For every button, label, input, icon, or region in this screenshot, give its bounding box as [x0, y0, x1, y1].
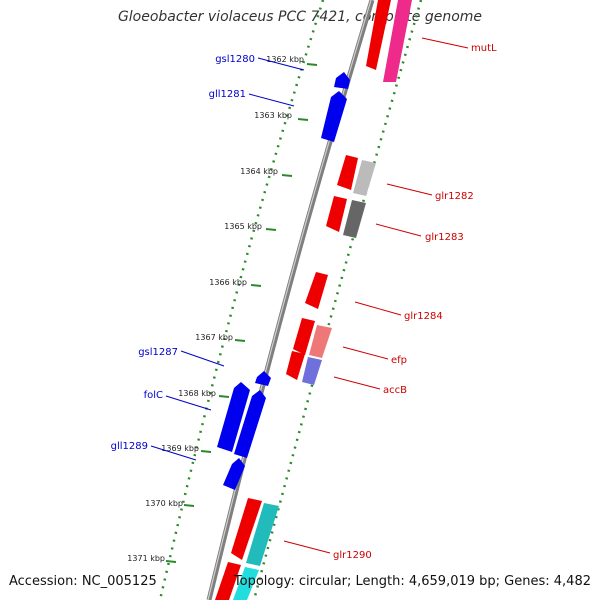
gene-label-glr1282[interactable]: glr1282	[435, 191, 474, 202]
tick-label: 1366 kbp	[209, 278, 247, 287]
tick-mark	[218, 395, 230, 398]
tick-mark	[265, 228, 277, 231]
gene-label-glr1284[interactable]: glr1284	[404, 311, 443, 322]
gene-arrow-glr1290-cds[interactable]	[231, 498, 262, 560]
tick-mark	[306, 63, 318, 66]
map-title: Gloeobacter violaceus PCC 7421, complete…	[117, 9, 483, 25]
tick-label: 1364 kbp	[240, 167, 278, 176]
gene-arrow-folC-2[interactable]	[234, 390, 266, 458]
reverse-gene-labels: mutL glr1282 glr1283 glr1284 efp accB gl…	[283, 37, 497, 561]
tick-label: 1363 kbp	[254, 111, 292, 120]
tick-mark	[183, 504, 195, 507]
tick-mark	[250, 284, 262, 287]
gene-arrow-folC[interactable]	[217, 382, 250, 452]
gene-arrow-next-gene[interactable]	[233, 567, 259, 600]
gene-label-folC[interactable]: folC	[144, 390, 163, 401]
leader-line	[165, 395, 212, 411]
leader-line	[386, 183, 433, 196]
gene-label-efp[interactable]: efp	[391, 355, 407, 366]
reverse-strand-features	[215, 0, 412, 600]
tick-label: 1370 kbp	[145, 499, 183, 508]
gene-label-mutL[interactable]: mutL	[471, 43, 497, 54]
gene-arrow-gsl1287[interactable]	[255, 371, 271, 386]
gene-arrow-gll1281[interactable]	[321, 91, 347, 142]
tick-label: 1371 kbp	[127, 554, 165, 563]
gene-arrow-glr1282-gene[interactable]	[353, 160, 376, 196]
tick-mark	[234, 339, 246, 342]
genome-summary-text: Topology: circular; Length: 4,659,019 bp…	[233, 574, 591, 589]
forward-gene-labels: gsl1280 gll1281 gsl1287 folC gll1289	[111, 54, 305, 461]
tick-label: 1367 kbp	[195, 333, 233, 342]
leader-line	[421, 37, 469, 49]
leader-line	[257, 57, 305, 71]
gene-arrow-gll1289[interactable]	[223, 458, 245, 490]
leader-line	[180, 350, 225, 367]
outer-dotted-ring	[252, 0, 423, 600]
gene-arrow-mutL-cds[interactable]	[366, 0, 391, 70]
leader-line	[375, 223, 422, 237]
leader-line	[150, 445, 197, 461]
gene-label-gll1289[interactable]: gll1289	[111, 441, 148, 452]
forward-strand-features	[217, 72, 350, 490]
leader-line	[342, 346, 389, 360]
gene-arrow-next-cds[interactable]	[215, 562, 241, 600]
gene-label-glr1283[interactable]: glr1283	[425, 232, 464, 243]
tick-mark	[297, 118, 309, 121]
gene-label-accB[interactable]: accB	[383, 385, 407, 396]
accession-text: Accession: NC_005125	[9, 574, 157, 589]
gene-arrow-accB-cds[interactable]	[286, 351, 305, 380]
tick-label: 1362 kbp	[266, 55, 304, 64]
gene-label-gll1281[interactable]: gll1281	[209, 89, 246, 100]
leader-line	[248, 93, 295, 107]
gene-arrow-efp-cds[interactable]	[293, 318, 315, 355]
gene-label-glr1290[interactable]: glr1290	[333, 550, 372, 561]
tick-label: 1365 kbp	[224, 222, 262, 231]
gene-arrow-glr1282-cds[interactable]	[337, 155, 358, 190]
gene-arrow-mutL-gene[interactable]	[383, 0, 412, 82]
gene-arrow-glr1290-gene[interactable]	[246, 503, 279, 566]
gene-arrow-glr1284-cds[interactable]	[305, 272, 328, 309]
tick-label: 1369 kbp	[161, 444, 199, 453]
gene-arrow-glr1283-gene[interactable]	[343, 200, 366, 238]
tick-mark	[281, 174, 293, 177]
gene-arrow-gsl1280[interactable]	[334, 72, 350, 89]
leader-line	[283, 540, 331, 554]
gene-arrow-efp-gene[interactable]	[309, 325, 332, 358]
tick-label: 1368 kbp	[178, 389, 216, 398]
leader-line	[333, 376, 381, 390]
gene-label-gsl1287[interactable]: gsl1287	[138, 347, 178, 358]
leader-line	[354, 301, 402, 316]
gene-label-gsl1280[interactable]: gsl1280	[215, 54, 255, 65]
gene-arrow-glr1283-cds[interactable]	[326, 196, 347, 232]
tick-mark	[165, 560, 177, 563]
tick-mark	[200, 450, 212, 453]
scale-ticks: 1362 kbp 1363 kbp 1364 kbp 1365 kbp 1366…	[127, 55, 318, 563]
gene-arrow-accB-gene[interactable]	[302, 357, 322, 385]
